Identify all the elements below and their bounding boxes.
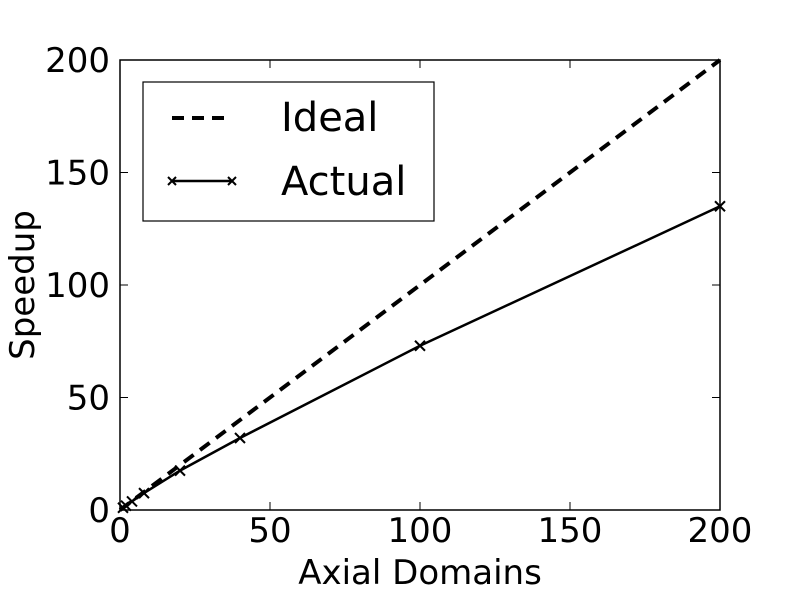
y-tick-label: 200	[45, 41, 110, 81]
x-tick-label: 0	[109, 511, 131, 551]
series-actual-point	[234, 432, 246, 444]
x-tick-label: 50	[248, 511, 291, 551]
y-tick-label: 150	[45, 154, 110, 194]
x-tick-label: 100	[388, 511, 453, 551]
y-axis-label: Speedup	[3, 210, 43, 360]
series-ideal-line	[118, 58, 722, 512]
series-actual-point	[138, 487, 150, 499]
legend-actual-marker-right	[227, 176, 237, 186]
legend: Ideal Actual	[142, 81, 435, 222]
series-actual-point	[120, 500, 132, 512]
axis-ticks: 0 50 100 150 200 0 50 100 150 200	[45, 41, 752, 551]
legend-box	[142, 81, 435, 222]
series-actual-line	[122, 205, 721, 509]
y-tick-label: 50	[67, 379, 110, 419]
legend-label-ideal: Ideal	[281, 95, 378, 141]
y-tick-label: 100	[45, 266, 110, 306]
series-actual-point	[126, 495, 138, 508]
x-tick-label: 200	[688, 511, 753, 551]
series-actual-point	[174, 464, 186, 477]
plot-lines	[117, 58, 726, 514]
x-axis-label: Axial Domains	[298, 553, 542, 593]
legend-label-actual: Actual	[281, 159, 406, 205]
y-tick-label: 0	[88, 491, 110, 531]
legend-actual-marker-left	[167, 176, 177, 186]
x-tick-label: 150	[538, 511, 603, 551]
series-actual-point	[414, 340, 426, 352]
